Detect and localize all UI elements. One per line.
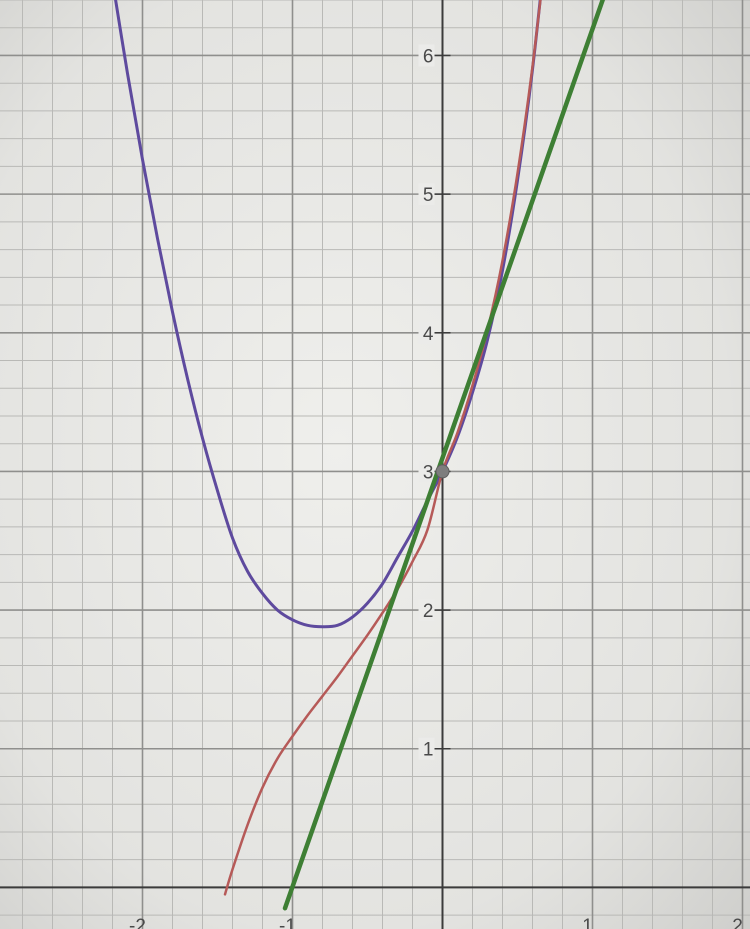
y-tick-label-background [418,183,435,206]
points[interactable] [435,464,450,479]
y-tick-label: 6 [423,46,434,67]
y-tick-label: 4 [423,324,434,345]
tick-labels: 1 2 3 4 5 6 -2 -1 1 2 [129,44,743,929]
x-tick-label: 2 [732,916,743,929]
series-green-line [282,0,606,911]
y-tick-label: 1 [423,740,434,761]
curves [114,0,606,911]
series-purple-curve [114,0,542,629]
x-tick-label: -2 [129,916,146,929]
y-tick-label: 5 [423,185,434,206]
x-tick-label: -1 [279,916,296,929]
y-tick-label-background [418,44,435,67]
y-tick-label-background [418,460,435,483]
intersection-point[interactable] [435,464,450,479]
y-tick-label-background [418,321,435,344]
y-tick-label: 3 [423,462,434,483]
y-tick-label-background [418,737,435,760]
x-tick-label: 1 [582,916,593,929]
y-tick-label-background [418,599,435,622]
y-tick-label: 2 [423,601,434,622]
